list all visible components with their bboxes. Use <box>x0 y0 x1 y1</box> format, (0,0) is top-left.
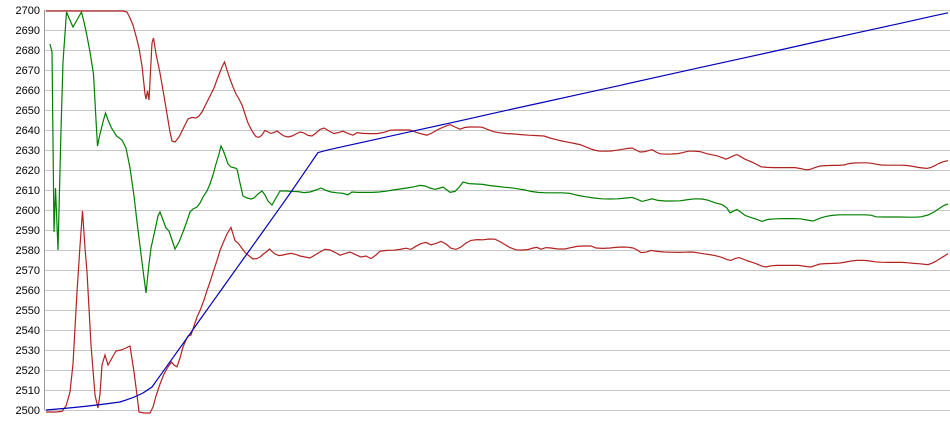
y-tick-label: 2660 <box>16 85 40 97</box>
y-tick-label: 2630 <box>16 145 40 157</box>
y-tick-label: 2680 <box>16 45 40 57</box>
series-middle-green-line <box>49 10 949 294</box>
y-tick-label: 2610 <box>16 185 40 197</box>
y-tick-label: 2620 <box>16 165 40 177</box>
y-tick-label: 2590 <box>16 225 40 237</box>
y-tick-label: 2580 <box>16 245 40 257</box>
y-tick-label: 2690 <box>16 25 40 37</box>
y-tick-label: 2510 <box>16 385 40 397</box>
y-tick-label: 2700 <box>16 5 40 17</box>
y-tick-label: 2520 <box>16 365 40 377</box>
y-tick-label: 2550 <box>16 305 40 317</box>
gridlines <box>44 10 950 411</box>
series-upper-red-band <box>46 10 949 171</box>
y-tick-label: 2560 <box>16 285 40 297</box>
y-tick-label: 2530 <box>16 345 40 357</box>
y-tick-label: 2670 <box>16 65 40 77</box>
y-tick-label: 2540 <box>16 325 40 337</box>
y-tick-label: 2650 <box>16 105 40 117</box>
series-blue-trend-line <box>45 12 949 411</box>
y-tick-label: 2600 <box>16 205 40 217</box>
y-tick-label: 2500 <box>16 405 40 417</box>
y-axis-labels: 2500 2510 2520 2530 2540 2550 2560 2570 2580 2590… <box>16 5 40 417</box>
chart-series <box>45 10 949 414</box>
series-lower-red-band <box>46 210 949 414</box>
y-tick-label: 2640 <box>16 125 40 137</box>
y-tick-label: 2570 <box>16 265 40 277</box>
